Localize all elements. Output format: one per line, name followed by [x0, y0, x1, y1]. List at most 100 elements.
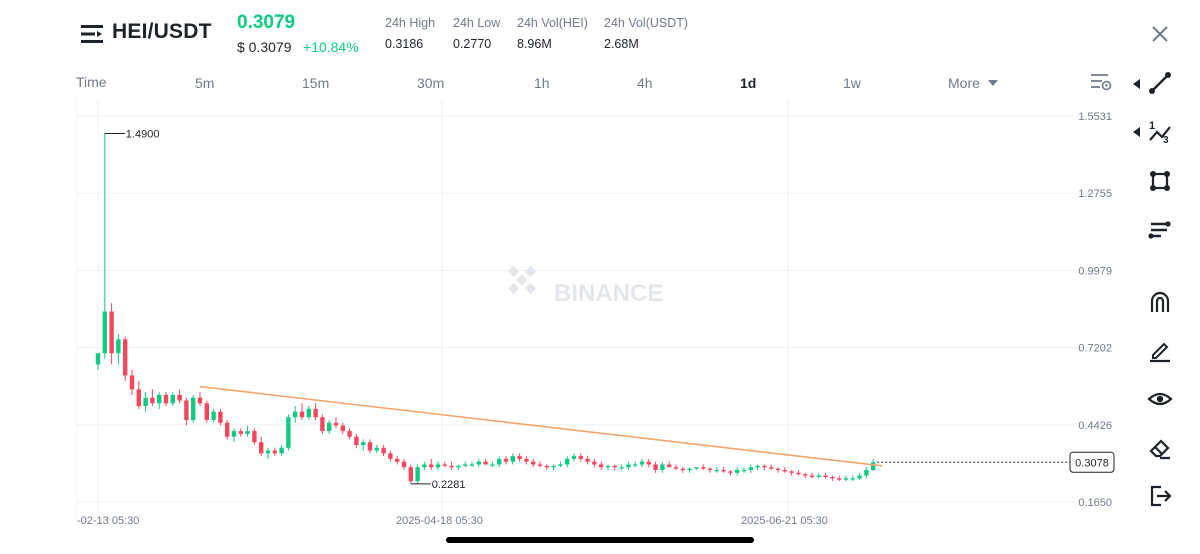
y-tick-label: 0.7202 — [1078, 343, 1112, 355]
stat-value-24h-vol-base: 8.96M — [517, 37, 552, 51]
timeframe-30m[interactable]: 30m — [417, 75, 445, 91]
low-price-label: 0.2281 — [432, 479, 466, 491]
candle-body — [728, 471, 733, 473]
pair-name[interactable]: HEI/USDT — [112, 20, 212, 43]
candle-body — [551, 465, 556, 468]
candle-body — [537, 464, 543, 466]
timeframe-4h[interactable]: 4h — [637, 75, 653, 91]
candle-body — [374, 447, 379, 451]
home-indicator — [446, 537, 754, 543]
candle-body — [762, 465, 767, 468]
y-tick-label: 0.4426 — [1078, 420, 1112, 432]
candle-body — [388, 453, 393, 459]
candle-body — [184, 400, 189, 420]
candle-body — [687, 468, 692, 471]
fibonacci-icon[interactable]: 1 3 — [1147, 118, 1173, 144]
watermark: BINANCE — [507, 265, 663, 307]
current-price-label: 0.3078 — [1075, 457, 1109, 469]
candle-body — [483, 461, 488, 465]
multi-line-icon[interactable] — [1147, 217, 1173, 243]
candle-body — [116, 339, 121, 354]
price-change: +10.84% — [303, 39, 359, 55]
candle-body — [843, 478, 849, 480]
candle-body — [238, 431, 243, 434]
candle-body — [469, 464, 475, 466]
candle-body — [612, 465, 617, 468]
candle-body — [354, 436, 359, 445]
candle-body — [673, 467, 679, 469]
eye-icon[interactable] — [1147, 386, 1173, 412]
close-icon[interactable] — [1150, 24, 1170, 44]
candle-body — [803, 474, 808, 476]
candles — [95, 133, 876, 484]
candle-body — [619, 467, 624, 469]
candle-body — [449, 465, 454, 468]
candle-body — [585, 458, 590, 462]
candle-body — [565, 458, 570, 465]
candlestick-chart[interactable]: BINANCE 1.4900 0.2281 0.3078 1.5531 1.2755 0… — [76, 100, 1120, 540]
stat-label-24h-vol-quote: 24h Vol(USDT) — [604, 16, 689, 30]
trend-line — [199, 385, 883, 467]
candle-body — [857, 475, 862, 479]
candle-body — [429, 464, 434, 468]
candle-body — [415, 467, 420, 482]
more-label: More — [948, 75, 980, 91]
candle-body — [667, 464, 672, 468]
candle-body — [231, 431, 237, 437]
candle-body — [157, 394, 162, 404]
candle-body — [361, 442, 366, 445]
candle-body — [809, 475, 815, 477]
x-axis: -02-13 05:30 2025-04-18 05:30 2025-06-21 0… — [77, 515, 828, 527]
candle-body — [816, 475, 821, 477]
candle-body — [864, 470, 869, 476]
candle-body — [320, 417, 325, 432]
expand-caret-icon[interactable] — [1133, 79, 1140, 89]
candle-body — [850, 478, 855, 480]
candle-body — [347, 431, 352, 437]
menu-icon[interactable] — [80, 22, 104, 46]
timeframe-1h[interactable]: 1h — [534, 75, 550, 91]
current-price-tag — [1069, 451, 1115, 473]
timeframe-1d[interactable]: 1d — [740, 75, 757, 91]
candle-body — [741, 470, 747, 472]
usd-price: $ 0.3079 — [237, 39, 292, 55]
candle-body — [442, 464, 447, 466]
stat-value-24h-vol-quote: 2.68M — [604, 37, 639, 51]
candle-body — [422, 464, 427, 468]
caret-down-icon — [987, 80, 998, 86]
candle-body — [599, 464, 604, 468]
trend-line-icon[interactable] — [1147, 70, 1173, 96]
y-tick-label: 0.1650 — [1078, 497, 1112, 509]
candle-body — [340, 425, 345, 432]
timeframe-15m[interactable]: 15m — [302, 75, 330, 91]
candle-body — [544, 465, 549, 468]
candle-body — [109, 311, 114, 354]
pencil-icon[interactable] — [1147, 337, 1173, 363]
magnet-icon[interactable] — [1147, 289, 1173, 315]
candle-body — [605, 465, 611, 468]
chart-overlay: 1.4900 0.2281 0.3078 — [104, 129, 1115, 491]
candle-body — [456, 465, 461, 468]
candle-body — [463, 464, 468, 466]
candle-body — [129, 375, 135, 390]
candle-body — [558, 464, 563, 466]
time-label[interactable]: Time — [76, 74, 107, 90]
stat-label-24h-high: 24h High — [385, 16, 436, 30]
candle-body — [367, 442, 373, 451]
candle-body — [646, 461, 651, 465]
svg-text:1: 1 — [1149, 120, 1155, 132]
timeframe-5m[interactable]: 5m — [195, 75, 215, 91]
candle-body — [680, 468, 685, 471]
candle-body — [497, 458, 502, 465]
candle-body — [531, 461, 536, 465]
candle-body — [265, 450, 271, 454]
candle-body — [721, 470, 726, 472]
chart-settings-icon[interactable] — [1090, 72, 1112, 92]
exit-icon[interactable] — [1147, 483, 1173, 509]
expand-caret-icon-2[interactable] — [1133, 127, 1140, 137]
more-button[interactable]: More — [948, 75, 998, 91]
candle-body — [701, 467, 706, 469]
eraser-icon[interactable] — [1147, 435, 1173, 461]
shape-icon[interactable] — [1147, 168, 1173, 194]
timeframe-1w[interactable]: 1w — [843, 75, 861, 91]
